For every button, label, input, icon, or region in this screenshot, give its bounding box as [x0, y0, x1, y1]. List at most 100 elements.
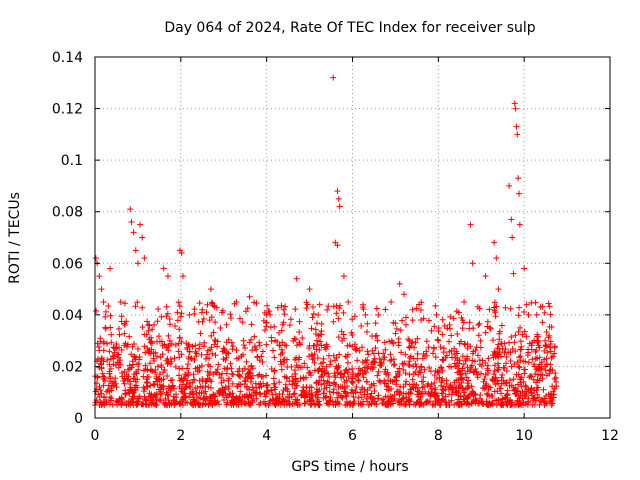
data-point	[400, 366, 407, 373]
data-point	[495, 286, 502, 293]
data-point	[277, 358, 284, 365]
data-point	[417, 369, 424, 376]
data-point	[137, 221, 144, 228]
data-point	[283, 342, 290, 349]
data-point	[233, 347, 240, 354]
data-point	[521, 366, 528, 373]
data-point	[192, 348, 199, 355]
data-point	[172, 399, 179, 406]
data-point	[332, 357, 339, 364]
data-point	[372, 333, 379, 340]
data-point	[246, 293, 253, 300]
data-point	[448, 332, 455, 339]
data-point	[214, 398, 221, 405]
data-point	[156, 381, 163, 388]
data-point	[246, 339, 253, 346]
data-point	[163, 313, 170, 320]
data-point	[297, 375, 304, 382]
data-point	[212, 319, 219, 326]
data-point	[247, 378, 254, 385]
x-tick-label: 2	[176, 428, 185, 444]
data-point	[459, 353, 466, 360]
data-point	[529, 339, 536, 346]
data-point	[151, 358, 158, 365]
data-point	[210, 329, 217, 336]
data-point	[443, 377, 450, 384]
data-point	[323, 363, 330, 370]
data-point	[228, 371, 235, 378]
data-point	[402, 370, 409, 377]
data-point	[399, 317, 406, 324]
y-tick-label: 0.02	[52, 359, 83, 375]
data-point	[549, 383, 556, 390]
y-axis-label: ROTI / TECUs	[7, 192, 23, 284]
data-point	[464, 355, 471, 362]
data-point	[470, 398, 477, 405]
data-point	[542, 342, 549, 349]
data-point	[158, 362, 165, 369]
data-point	[222, 350, 229, 357]
data-point	[393, 381, 400, 388]
data-point	[321, 367, 328, 374]
data-point	[125, 366, 132, 373]
data-point	[503, 379, 510, 386]
data-point	[196, 300, 203, 307]
data-point	[431, 379, 438, 386]
data-point	[115, 325, 122, 332]
data-point	[369, 366, 376, 373]
data-point	[445, 402, 452, 409]
data-point	[464, 380, 471, 387]
data-point	[157, 354, 164, 361]
data-point	[406, 397, 413, 404]
data-point	[176, 334, 183, 341]
data-point	[381, 354, 388, 361]
y-tick-label: 0.12	[52, 102, 83, 118]
data-point	[169, 376, 176, 383]
data-point	[141, 393, 148, 400]
data-point	[280, 306, 287, 313]
data-point	[477, 337, 484, 344]
data-point	[384, 383, 391, 390]
data-point	[371, 387, 378, 394]
data-point	[516, 304, 523, 311]
data-point	[457, 368, 464, 375]
data-point	[479, 384, 486, 391]
data-point	[344, 342, 351, 349]
data-point	[189, 343, 196, 350]
data-point	[428, 327, 435, 334]
data-point	[408, 343, 415, 350]
data-point	[128, 386, 135, 393]
data-point	[401, 291, 407, 298]
data-point	[134, 376, 141, 383]
data-point	[536, 344, 543, 351]
data-point	[349, 375, 356, 382]
x-axis-label: GPS time / hours	[291, 459, 408, 475]
data-point	[210, 371, 217, 378]
data-point	[207, 286, 214, 293]
data-point	[210, 302, 217, 309]
data-point	[244, 305, 251, 312]
data-point	[282, 303, 289, 310]
data-point	[308, 384, 315, 391]
data-point	[291, 356, 298, 363]
data-point	[548, 398, 555, 405]
data-point	[431, 372, 438, 379]
data-point	[284, 386, 291, 393]
data-point	[487, 325, 494, 332]
data-point	[220, 355, 227, 362]
data-point	[134, 299, 141, 306]
data-point	[518, 401, 525, 408]
data-point	[373, 401, 380, 408]
data-point	[97, 387, 104, 394]
data-point	[473, 344, 480, 351]
data-point	[306, 342, 313, 349]
data-point	[504, 401, 511, 408]
data-point	[210, 393, 217, 400]
data-point	[369, 347, 376, 354]
data-point	[520, 358, 527, 365]
data-point	[551, 344, 558, 351]
data-point	[322, 394, 329, 401]
data-point	[276, 342, 283, 349]
data-point	[128, 219, 135, 226]
data-point	[183, 383, 190, 390]
